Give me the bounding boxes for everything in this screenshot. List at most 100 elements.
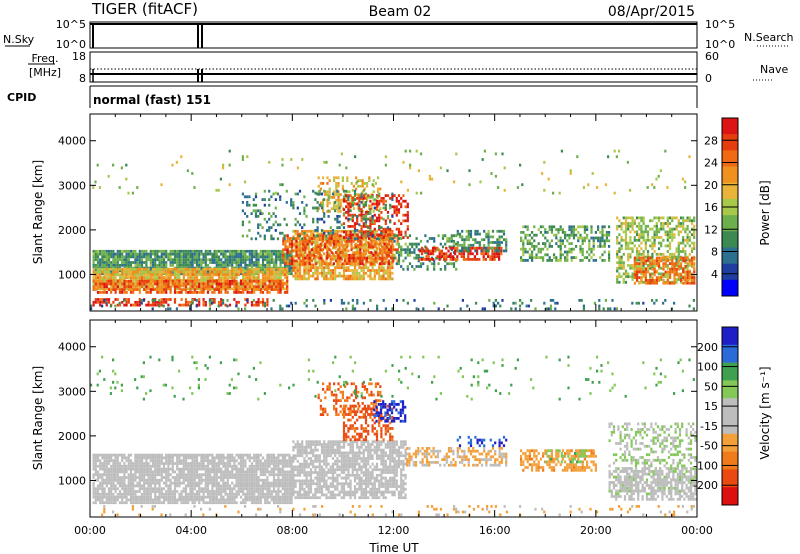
power-cell (489, 246, 492, 250)
power-cell (169, 267, 172, 271)
power-cell (105, 263, 108, 267)
power-cell (608, 245, 611, 248)
power-cell (642, 301, 645, 305)
power-cell (651, 244, 654, 248)
power-cell (557, 259, 560, 262)
power-cell (158, 285, 161, 289)
power-cell (539, 250, 542, 254)
power-cell (443, 258, 446, 261)
power-cell (220, 249, 223, 253)
power-cell (317, 245, 320, 249)
power-cell (217, 279, 221, 283)
power-cell (539, 256, 542, 259)
power-cell (427, 249, 430, 253)
power-cell (162, 267, 166, 271)
power-cell (673, 262, 676, 265)
power-cell (140, 249, 144, 253)
power-cell (408, 262, 412, 266)
power-cell (596, 186, 599, 189)
power-cell (222, 285, 225, 289)
power-cell (226, 261, 229, 264)
power-cell (359, 179, 362, 182)
power-cell (125, 291, 128, 294)
power-cell (191, 267, 194, 271)
power-cell (325, 234, 328, 238)
power-cell (290, 201, 293, 204)
power-cell (145, 303, 148, 307)
power-cell (266, 252, 269, 256)
power-cell (193, 291, 196, 294)
power-cell (380, 233, 383, 237)
power-cell (220, 270, 223, 274)
power-cell (112, 279, 115, 283)
power-cell (395, 251, 398, 254)
power-cell (239, 284, 243, 288)
power-cell (329, 274, 332, 278)
power-cell (370, 262, 373, 266)
power-cell (360, 192, 363, 196)
power-cell (220, 285, 223, 289)
power-cell (386, 233, 390, 237)
power-cell (338, 206, 341, 210)
power-cell (638, 262, 641, 265)
power-cell (423, 249, 426, 253)
power-cell (618, 241, 621, 245)
power-cell (184, 303, 188, 307)
power-cell (204, 279, 207, 282)
power-cell (202, 255, 205, 259)
power-cell (549, 307, 552, 311)
power-cell (682, 267, 685, 271)
power-cell (447, 255, 450, 258)
power-cell (132, 288, 135, 291)
power-cell (180, 291, 183, 294)
power-cell (160, 300, 163, 304)
power-cell (642, 273, 645, 277)
power-cell (335, 204, 338, 208)
power-cell (226, 267, 229, 271)
power-cell (127, 249, 130, 253)
power-cell (375, 237, 379, 241)
power-cell (332, 253, 335, 257)
power-cell (345, 274, 348, 278)
power-cell (347, 202, 350, 206)
power-cell (189, 281, 192, 285)
power-cell (145, 261, 148, 264)
power-cell (378, 192, 381, 196)
power-cell (202, 267, 205, 271)
power-cell (349, 225, 352, 228)
power-cell (615, 307, 618, 311)
power-cell (204, 263, 207, 267)
power-cell (402, 299, 405, 302)
power-cell (438, 252, 441, 256)
power-cell (114, 276, 117, 279)
power-cell (158, 279, 161, 283)
power-cell (465, 258, 468, 261)
power-cell (101, 276, 104, 279)
power-cell (356, 249, 359, 253)
power-cell (664, 281, 667, 285)
power-cell (276, 223, 280, 227)
power-cell (248, 255, 251, 259)
power-cell (635, 258, 639, 262)
power-cell (264, 249, 267, 253)
power-cell (378, 194, 381, 197)
power-cell (450, 248, 453, 252)
power-cell (433, 239, 436, 243)
power-cell (462, 255, 465, 258)
power-cell (354, 155, 357, 159)
power-cell (132, 249, 135, 253)
power-cell (658, 276, 661, 279)
power-cell (602, 307, 605, 311)
power-cell (396, 248, 399, 252)
power-cell (304, 245, 307, 249)
power-cell (184, 255, 188, 259)
power-cell (627, 216, 630, 220)
power-cell (368, 251, 371, 254)
power-cell (579, 225, 582, 229)
power-cell (581, 242, 584, 245)
power-cell (351, 274, 354, 278)
power-cell (92, 267, 95, 271)
power-cell (301, 237, 304, 241)
power-cell (244, 266, 247, 270)
power-cell (138, 270, 141, 274)
